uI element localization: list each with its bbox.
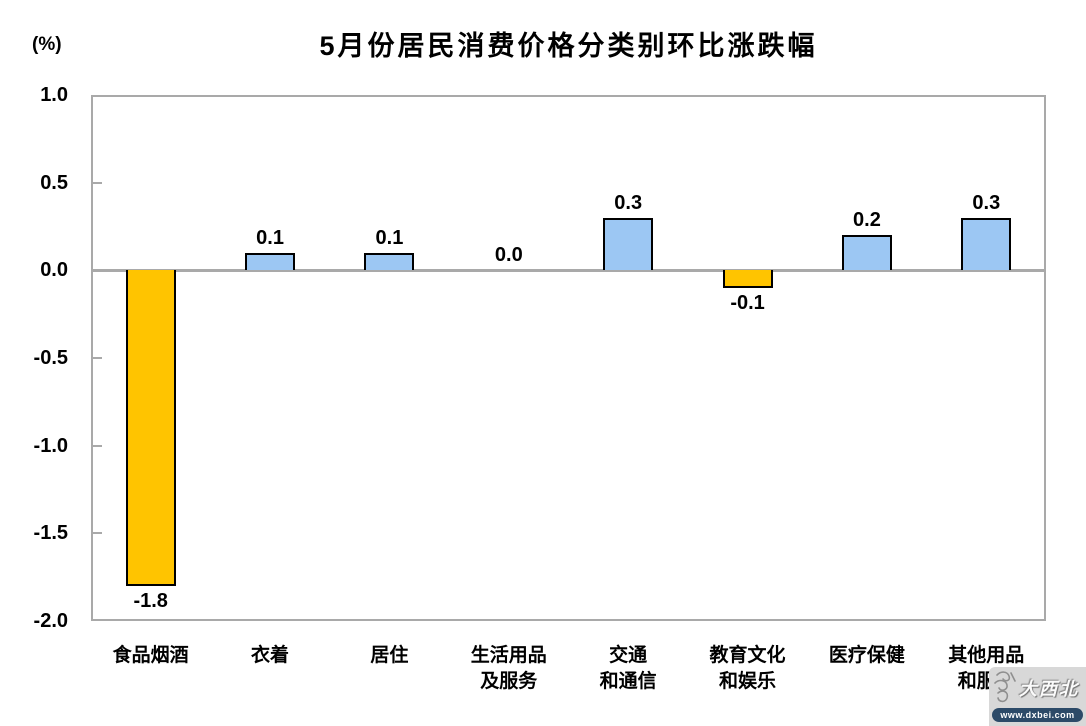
y-axis-tick-label: 0.5 (40, 171, 68, 194)
bar (603, 217, 654, 271)
bar-value-label: -0.1 (730, 291, 765, 314)
watermark-site-name: 大西北 (1019, 679, 1079, 699)
x-axis-category-label: 衣着 (251, 645, 290, 666)
y-axis-tick-mark (93, 181, 102, 184)
watermark-site-url: www.dxbei.com (992, 708, 1083, 722)
y-axis-tick-label: 1.0 (40, 84, 68, 106)
y-axis-tick-mark (93, 532, 102, 535)
y-axis-tick-mark (93, 444, 102, 447)
dxbei-logo-icon (994, 671, 1016, 703)
bar-value-label: -1.8 (133, 589, 168, 612)
y-axis-tick-label: 0.0 (40, 259, 68, 282)
bar-value-label: 0.1 (256, 226, 284, 249)
y-axis-unit-label: (%) (32, 34, 62, 55)
y-axis-tick-label: -1.5 (33, 522, 68, 545)
bar (364, 252, 415, 271)
bar (841, 235, 892, 271)
y-axis-tick-label: -1.0 (33, 434, 68, 457)
x-axis-category-label: 食品烟酒 (112, 645, 189, 666)
plot-area (91, 95, 1046, 621)
x-axis-category-label: 生活用品 及服务 (470, 645, 547, 692)
x-axis-category-label: 交通 和通信 (599, 645, 657, 692)
bar (245, 252, 296, 271)
x-axis-category-label: 教育文化 和娱乐 (709, 645, 786, 692)
bar-value-label: 0.0 (494, 244, 523, 267)
y-axis-tick-label: -0.5 (33, 347, 68, 369)
x-axis-category-label: 医疗保健 (828, 645, 905, 666)
bar (722, 270, 773, 288)
watermark: 大西北 www.dxbei.com (989, 667, 1086, 726)
chart-title: 5月份居民消费价格分类别环比涨跌幅 (319, 31, 818, 61)
bar-value-label: 0.1 (375, 226, 404, 249)
x-axis-category-label: 居住 (370, 645, 409, 666)
bar-value-label: 0.3 (972, 191, 1001, 214)
y-axis-tick-mark (93, 357, 102, 359)
bar-value-label: 0.3 (614, 191, 643, 214)
zero-gridline (91, 268, 1046, 272)
bar (125, 270, 176, 586)
bar-value-label: 0.2 (853, 209, 881, 232)
bar (961, 217, 1012, 271)
y-axis-tick-label: -2.0 (33, 610, 68, 632)
